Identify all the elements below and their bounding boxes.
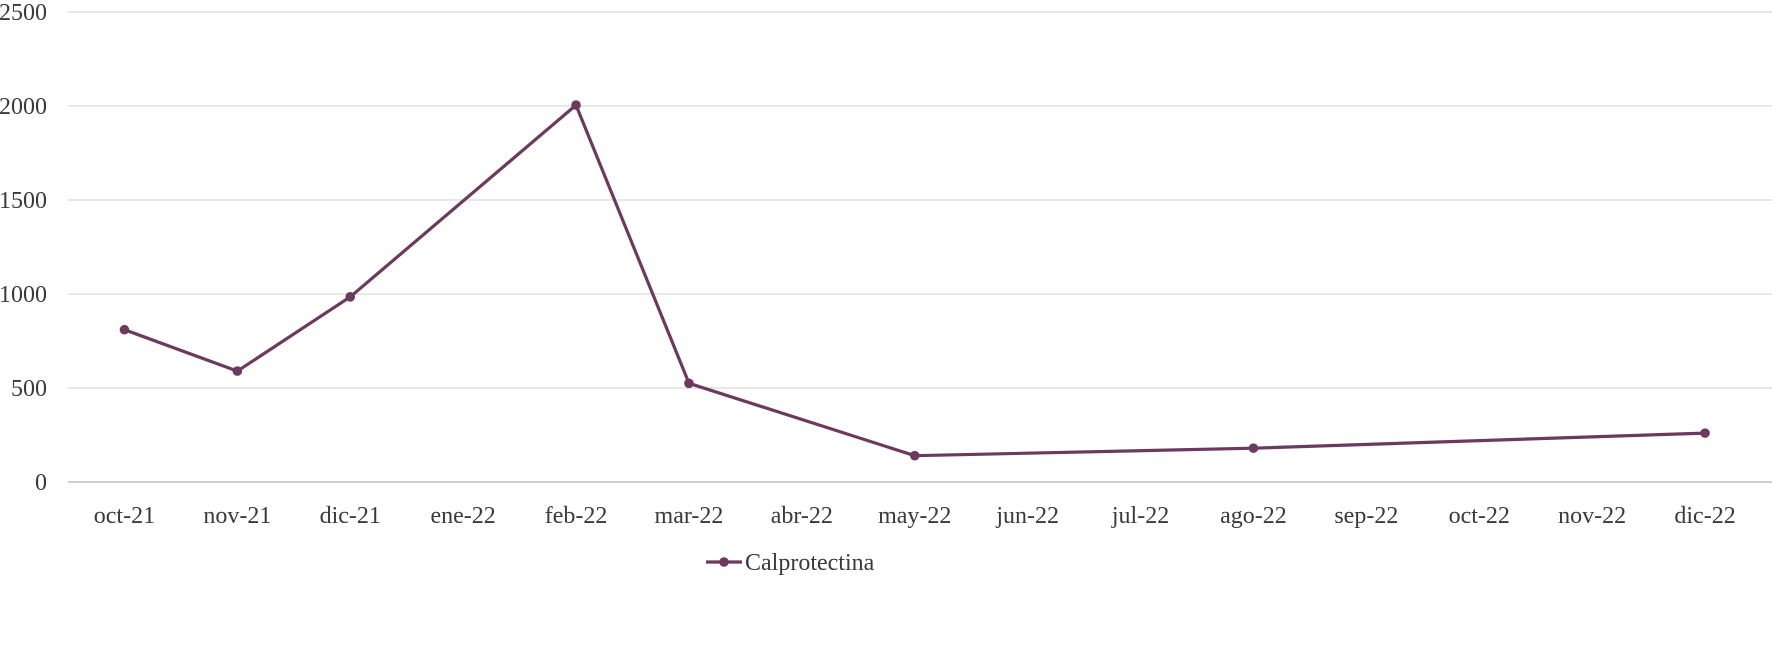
x-tick-label: oct-21: [94, 503, 155, 529]
data-point: [909, 450, 920, 461]
data-point: [345, 292, 356, 302]
data-point: [1700, 428, 1710, 438]
x-tick-label: dic-22: [1674, 503, 1735, 529]
legend-marker: [719, 557, 729, 567]
x-tick-label: nov-22: [1558, 503, 1626, 529]
y-tick-label: 500: [11, 376, 47, 402]
legend-label: Calprotectina: [745, 550, 875, 576]
y-tick-labels: 0 500 1000 1500 2000 2500: [0, 0, 47, 496]
y-tick-label: 2000: [0, 94, 47, 120]
x-tick-label: jul-22: [1111, 503, 1169, 529]
gridlines: [68, 11, 1772, 389]
series-layer: [119, 100, 1710, 461]
y-tick-label: 1500: [0, 188, 47, 214]
x-tick-label: abr-22: [771, 503, 833, 529]
legend: Calprotectina: [706, 550, 875, 576]
x-tick-label: nov-21: [203, 503, 271, 529]
x-tick-labels: oct-21 nov-21 dic-21 ene-22 feb-22 mar-22 abr-…: [94, 503, 1736, 529]
x-tick-label: feb-22: [545, 503, 608, 529]
data-point: [684, 378, 694, 389]
data-point: [232, 366, 243, 376]
x-tick-label: jun-22: [995, 503, 1059, 529]
data-point: [571, 100, 581, 110]
x-tick-label: oct-22: [1449, 503, 1510, 529]
data-point: [119, 324, 130, 335]
y-tick-label: 2500: [0, 0, 47, 26]
x-tick-label: mar-22: [655, 503, 724, 529]
series-line: [122, 103, 1707, 458]
x-tick-label: dic-21: [320, 503, 381, 529]
data-point: [1248, 443, 1259, 453]
x-tick-label: ago-22: [1220, 503, 1287, 529]
y-tick-label: 0: [35, 470, 47, 496]
x-tick-label: may-22: [878, 503, 951, 529]
x-tick-label: ene-22: [431, 503, 496, 529]
y-tick-label: 1000: [0, 282, 47, 308]
x-tick-label: sep-22: [1334, 503, 1398, 529]
